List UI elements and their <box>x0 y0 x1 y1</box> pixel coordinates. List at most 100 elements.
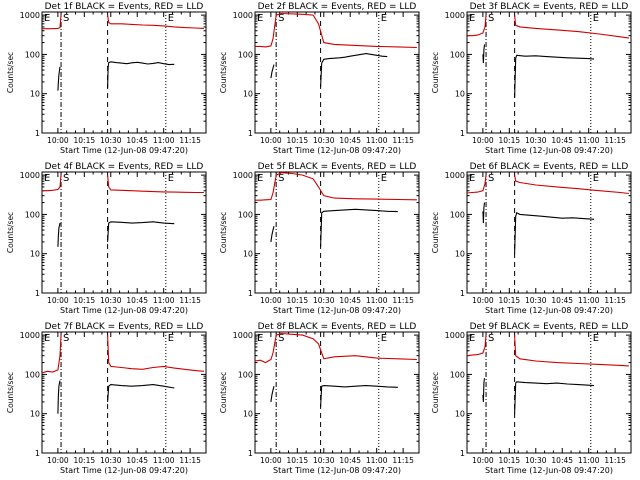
x-tick-label: 11:00 <box>578 456 600 465</box>
x-tick-label: 10:45 <box>126 456 148 465</box>
marker-label: E <box>168 173 174 184</box>
events-line <box>270 386 275 402</box>
x-axis-label: Start Time (12-Jun-08 09:47:20) <box>60 466 188 475</box>
y-tick-label: 10 <box>30 250 40 259</box>
x-tick-label: 10:45 <box>551 456 573 465</box>
y-axis-label: Counts/sec <box>219 372 228 413</box>
x-tick-label: 10:15 <box>287 136 309 145</box>
x-tick-label: 11:00 <box>153 456 175 465</box>
x-tick-label: 11:00 <box>366 456 388 465</box>
x-tick-label: 10:00 <box>260 456 282 465</box>
marker-label: E <box>44 333 50 344</box>
marker-label: S <box>63 173 69 184</box>
lld-line <box>466 175 487 194</box>
y-tick-label: 1000 <box>445 331 465 340</box>
x-tick-label: 10:30 <box>100 136 122 145</box>
marker-label: E <box>44 173 50 184</box>
events-line <box>482 378 486 402</box>
x-tick-label: 10:15 <box>74 456 96 465</box>
x-tick-label: 11:00 <box>366 136 388 145</box>
x-tick-label: 10:00 <box>47 136 69 145</box>
plot-frame <box>466 331 632 454</box>
marker-label: E <box>469 13 475 24</box>
chart-panel-1: Det 1f BLACK = Events, RED = LLD Counts/s… <box>6 2 207 155</box>
y-tick-label: 10 <box>455 90 465 99</box>
x-tick-label: 11:00 <box>153 296 175 305</box>
marker-label: S <box>278 13 284 24</box>
chart-title: Det 7f BLACK = Events, RED = LLD <box>45 322 204 332</box>
y-tick-label: 10 <box>455 410 465 419</box>
x-tick-label: 11:15 <box>179 456 201 465</box>
x-tick-label: 10:15 <box>74 136 96 145</box>
y-axis-label: Counts/sec <box>219 52 228 93</box>
x-tick-label: 11:00 <box>366 296 388 305</box>
x-tick-label: 11:00 <box>153 136 175 145</box>
x-tick-label: 10:45 <box>339 456 361 465</box>
x-tick-label: 10:15 <box>499 296 521 305</box>
events-line <box>514 381 595 414</box>
events-line <box>514 212 595 254</box>
y-axis-label: Counts/sec <box>6 52 15 93</box>
chart-panel-3: Det 3f BLACK = Events, RED = LLD Counts/s… <box>431 2 632 155</box>
events-line <box>107 384 175 402</box>
y-tick-label: 100 <box>450 50 465 59</box>
x-tick-label: 11:15 <box>392 456 414 465</box>
plot-frame <box>466 11 632 134</box>
x-tick-label: 10:00 <box>47 296 69 305</box>
x-tick-label: 10:45 <box>551 136 573 145</box>
y-tick-label: 1 <box>460 289 465 298</box>
y-axis-label: Counts/sec <box>431 372 440 413</box>
x-tick-label: 10:00 <box>260 296 282 305</box>
lld-line <box>466 335 487 357</box>
y-tick-label: 10 <box>30 90 40 99</box>
x-tick-label: 10:30 <box>525 136 547 145</box>
y-tick-label: 10 <box>243 90 253 99</box>
marker-label: E <box>469 173 475 184</box>
chart-panel-7: Det 7f BLACK = Events, RED = LLD Counts/s… <box>6 322 207 475</box>
x-tick-label: 11:00 <box>578 136 600 145</box>
x-tick-label: 11:15 <box>392 136 414 145</box>
x-tick-label: 11:15 <box>392 296 414 305</box>
x-tick-label: 11:15 <box>604 456 626 465</box>
plot-frame <box>41 11 207 134</box>
y-tick-label: 100 <box>238 210 253 219</box>
events-line <box>57 66 61 91</box>
lld-line <box>467 15 487 37</box>
chart-panel-8: Det 8f BLACK = Events, RED = LLD Counts/s… <box>219 322 420 475</box>
chart-panel-4: Det 4f BLACK = Events, RED = LLD Counts/s… <box>6 162 207 315</box>
x-tick-label: 10:30 <box>313 296 335 305</box>
y-tick-label: 100 <box>25 370 40 379</box>
y-axis-label: Counts/sec <box>219 212 228 253</box>
events-line <box>514 54 595 98</box>
y-tick-label: 1000 <box>233 11 253 20</box>
y-tick-label: 10 <box>455 250 465 259</box>
events-line <box>270 226 275 242</box>
marker-label: S <box>63 13 69 24</box>
x-tick-label: 10:30 <box>100 296 122 305</box>
x-tick-label: 10:15 <box>74 296 96 305</box>
y-axis-label: Counts/sec <box>6 372 15 413</box>
chart-panel-6: Det 6f BLACK = Events, RED = LLD Counts/s… <box>431 162 632 315</box>
marker-label: S <box>278 333 284 344</box>
marker-label: S <box>278 173 284 184</box>
events-line <box>320 53 388 87</box>
x-tick-label: 10:00 <box>472 136 494 145</box>
x-tick-label: 10:45 <box>551 296 573 305</box>
x-tick-label: 10:00 <box>472 456 494 465</box>
chart-title: Det 5f BLACK = Events, RED = LLD <box>258 162 417 172</box>
y-tick-label: 10 <box>243 410 253 419</box>
y-tick-label: 1 <box>35 129 40 138</box>
lld-line <box>514 175 629 195</box>
x-tick-label: 10:30 <box>100 456 122 465</box>
y-tick-label: 1 <box>248 449 253 458</box>
x-axis-label: Start Time (12-Jun-08 09:47:20) <box>60 306 188 315</box>
chart-title: Det 8f BLACK = Events, RED = LLD <box>258 322 417 332</box>
y-tick-label: 1 <box>460 129 465 138</box>
chart-title: Det 3f BLACK = Events, RED = LLD <box>470 2 629 12</box>
y-tick-label: 1000 <box>445 171 465 180</box>
y-tick-label: 1 <box>35 289 40 298</box>
y-tick-label: 100 <box>25 210 40 219</box>
y-tick-label: 100 <box>450 210 465 219</box>
events-line <box>482 44 486 64</box>
plot-frame <box>466 171 632 294</box>
